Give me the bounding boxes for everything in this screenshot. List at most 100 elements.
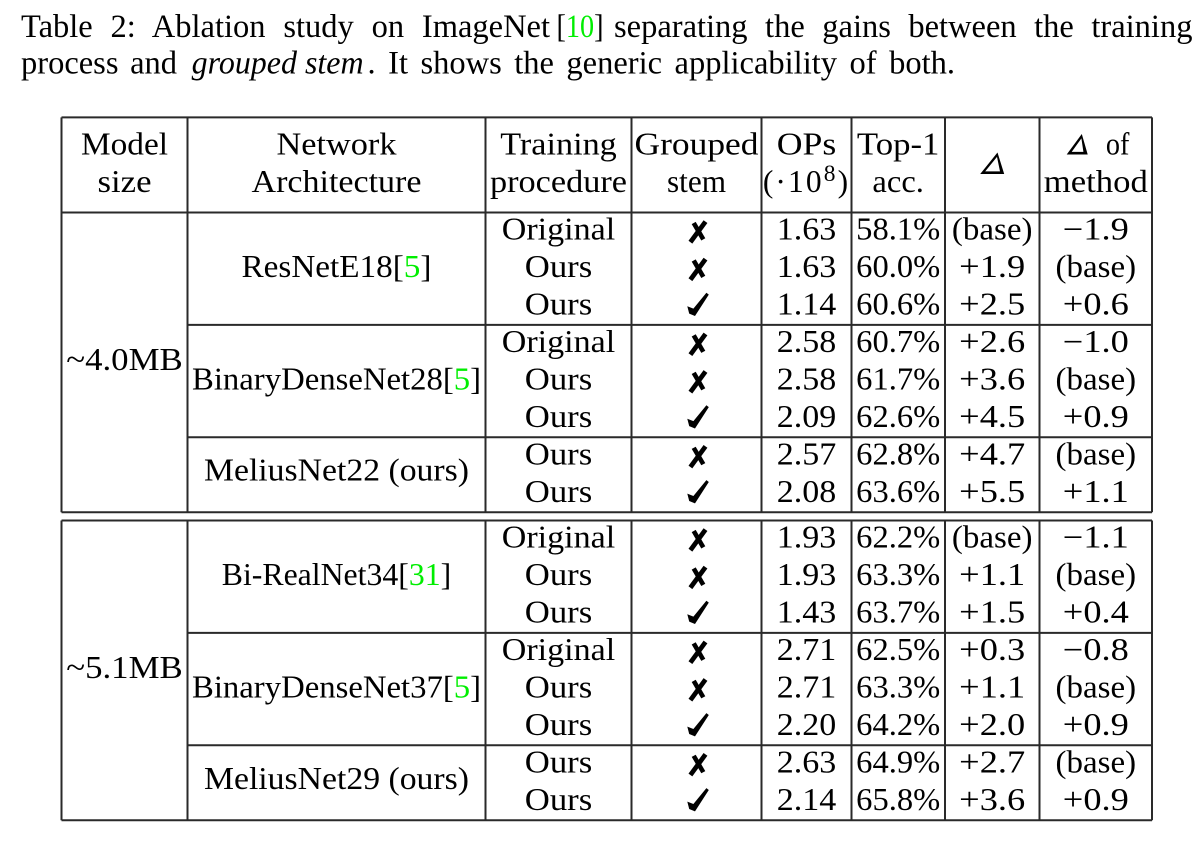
svg-text:2.57: 2.57 xyxy=(777,436,837,471)
svg-text:−1.1: −1.1 xyxy=(1063,520,1129,555)
svg-text:Ours: Ours xyxy=(525,436,593,471)
svg-text:Ours: Ours xyxy=(525,782,593,817)
svg-text:Ours: Ours xyxy=(525,707,593,742)
svg-text:61.7%: 61.7% xyxy=(856,361,940,396)
svg-text:(base): (base) xyxy=(1056,557,1137,592)
svg-text:58.1%: 58.1% xyxy=(856,212,940,247)
svg-text:+4.5: +4.5 xyxy=(959,399,1025,434)
svg-text:63.7%: 63.7% xyxy=(856,594,940,629)
svg-text:+0.9: +0.9 xyxy=(1063,782,1129,817)
svg-text:2.14: 2.14 xyxy=(777,782,837,817)
svg-text:+2.5: +2.5 xyxy=(959,286,1025,321)
svg-text:Ours: Ours xyxy=(525,557,593,592)
svg-text:+4.7: +4.7 xyxy=(959,436,1025,471)
svg-text:Top-1: Top-1 xyxy=(857,127,940,162)
svg-text:+1.9: +1.9 xyxy=(959,249,1025,284)
svg-text:2.09: 2.09 xyxy=(777,399,837,434)
svg-text:Grouped: Grouped xyxy=(635,127,759,162)
svg-text:(base): (base) xyxy=(1056,249,1137,284)
svg-text:Original: Original xyxy=(502,212,616,247)
svg-text:[10]: [10] xyxy=(557,9,604,45)
svg-text:acc.: acc. xyxy=(872,164,924,199)
svg-text:BinaryDenseNet28[5]: BinaryDenseNet28[5] xyxy=(192,361,481,396)
svg-text:Ours: Ours xyxy=(525,594,593,629)
svg-text:(base): (base) xyxy=(952,520,1033,555)
svg-text:~4.0MB: ~4.0MB xyxy=(66,342,183,377)
svg-text:Ours: Ours xyxy=(525,474,593,509)
svg-text:1.93: 1.93 xyxy=(777,557,837,592)
svg-text:62.5%: 62.5% xyxy=(856,632,940,667)
svg-text:Original: Original xyxy=(502,632,616,667)
svg-text:+3.6: +3.6 xyxy=(959,782,1025,817)
svg-text:63.3%: 63.3% xyxy=(856,669,940,704)
svg-text:60.7%: 60.7% xyxy=(856,324,940,359)
svg-text:(base): (base) xyxy=(952,212,1033,247)
svg-text:−1.0: −1.0 xyxy=(1063,324,1129,359)
svg-text:−1.9: −1.9 xyxy=(1063,212,1129,247)
svg-text:(base): (base) xyxy=(1056,669,1137,704)
svg-text:of: of xyxy=(1106,127,1130,162)
svg-text:method: method xyxy=(1044,164,1148,199)
svg-text:1.93: 1.93 xyxy=(777,520,837,555)
svg-text:+1.5: +1.5 xyxy=(959,594,1025,629)
svg-text:+1.1: +1.1 xyxy=(1063,474,1129,509)
svg-text:62.8%: 62.8% xyxy=(856,436,940,471)
svg-text:+0.3: +0.3 xyxy=(959,632,1025,667)
svg-text:+1.1: +1.1 xyxy=(959,669,1025,704)
svg-text:+3.6: +3.6 xyxy=(959,361,1025,396)
svg-text:Ours: Ours xyxy=(525,744,593,779)
svg-text:Ours: Ours xyxy=(525,399,593,434)
svg-text:Training: Training xyxy=(500,127,617,162)
svg-text:stem: stem xyxy=(667,164,726,199)
svg-text:+0.6: +0.6 xyxy=(1063,286,1129,321)
svg-text:+2.6: +2.6 xyxy=(959,324,1025,359)
svg-text:MeliusNet29 (ours): MeliusNet29 (ours) xyxy=(204,761,469,796)
svg-text:+2.0: +2.0 xyxy=(959,707,1025,742)
svg-text:ResNetE18[5]: ResNetE18[5] xyxy=(242,249,432,284)
svg-text:grouped stem: grouped stem xyxy=(192,46,364,82)
svg-text:(base): (base) xyxy=(1056,436,1137,471)
svg-text:MeliusNet22 (ours): MeliusNet22 (ours) xyxy=(204,453,469,488)
svg-text:64.2%: 64.2% xyxy=(856,707,940,742)
svg-text:separating the gains between t: separating the gains between the trainin… xyxy=(614,9,1192,45)
svg-text:+0.4: +0.4 xyxy=(1063,594,1129,629)
svg-text:2.63: 2.63 xyxy=(777,744,837,779)
svg-text:+1.1: +1.1 xyxy=(959,557,1025,592)
svg-text:Ours: Ours xyxy=(525,286,593,321)
svg-text:Model: Model xyxy=(81,127,168,162)
svg-text:process and: process and xyxy=(21,46,177,82)
svg-text:1.43: 1.43 xyxy=(777,594,837,629)
svg-text:+0.9: +0.9 xyxy=(1063,399,1129,434)
svg-text:64.9%: 64.9% xyxy=(856,744,940,779)
svg-text:2.71: 2.71 xyxy=(777,632,837,667)
svg-text:(base): (base) xyxy=(1056,744,1137,779)
svg-text:Original: Original xyxy=(502,520,616,555)
svg-text:OPs: OPs xyxy=(777,127,837,162)
svg-text:BinaryDenseNet37[5]: BinaryDenseNet37[5] xyxy=(192,669,481,704)
svg-text:63.6%: 63.6% xyxy=(856,474,940,509)
svg-text:+2.7: +2.7 xyxy=(959,744,1025,779)
svg-text:Architecture: Architecture xyxy=(252,164,422,199)
svg-text:+0.9: +0.9 xyxy=(1063,707,1129,742)
svg-text:2.58: 2.58 xyxy=(777,324,837,359)
svg-text:Ours: Ours xyxy=(525,249,593,284)
svg-text:2.58: 2.58 xyxy=(777,361,837,396)
svg-text:procedure: procedure xyxy=(490,164,627,199)
svg-text:size: size xyxy=(98,164,152,199)
svg-text:+5.5: +5.5 xyxy=(959,474,1025,509)
svg-text:Ours: Ours xyxy=(525,361,593,396)
svg-text:62.6%: 62.6% xyxy=(856,399,940,434)
svg-text:Original: Original xyxy=(502,324,616,359)
svg-text:60.0%: 60.0% xyxy=(856,249,940,284)
svg-text:Bi-RealNet34[31]: Bi-RealNet34[31] xyxy=(222,557,452,592)
svg-text:1.63: 1.63 xyxy=(777,249,837,284)
svg-text:65.8%: 65.8% xyxy=(856,782,940,817)
svg-text:2.08: 2.08 xyxy=(777,474,837,509)
svg-text:62.2%: 62.2% xyxy=(856,520,940,555)
svg-text:~5.1MB: ~5.1MB xyxy=(66,650,183,685)
svg-text:63.3%: 63.3% xyxy=(856,557,940,592)
svg-text:Table 2: Ablation study on Ima: Table 2: Ablation study on ImageNet xyxy=(21,9,550,45)
svg-text:Network: Network xyxy=(277,127,397,162)
svg-text:(·108): (·108) xyxy=(763,161,850,199)
svg-text:1.14: 1.14 xyxy=(777,286,837,321)
